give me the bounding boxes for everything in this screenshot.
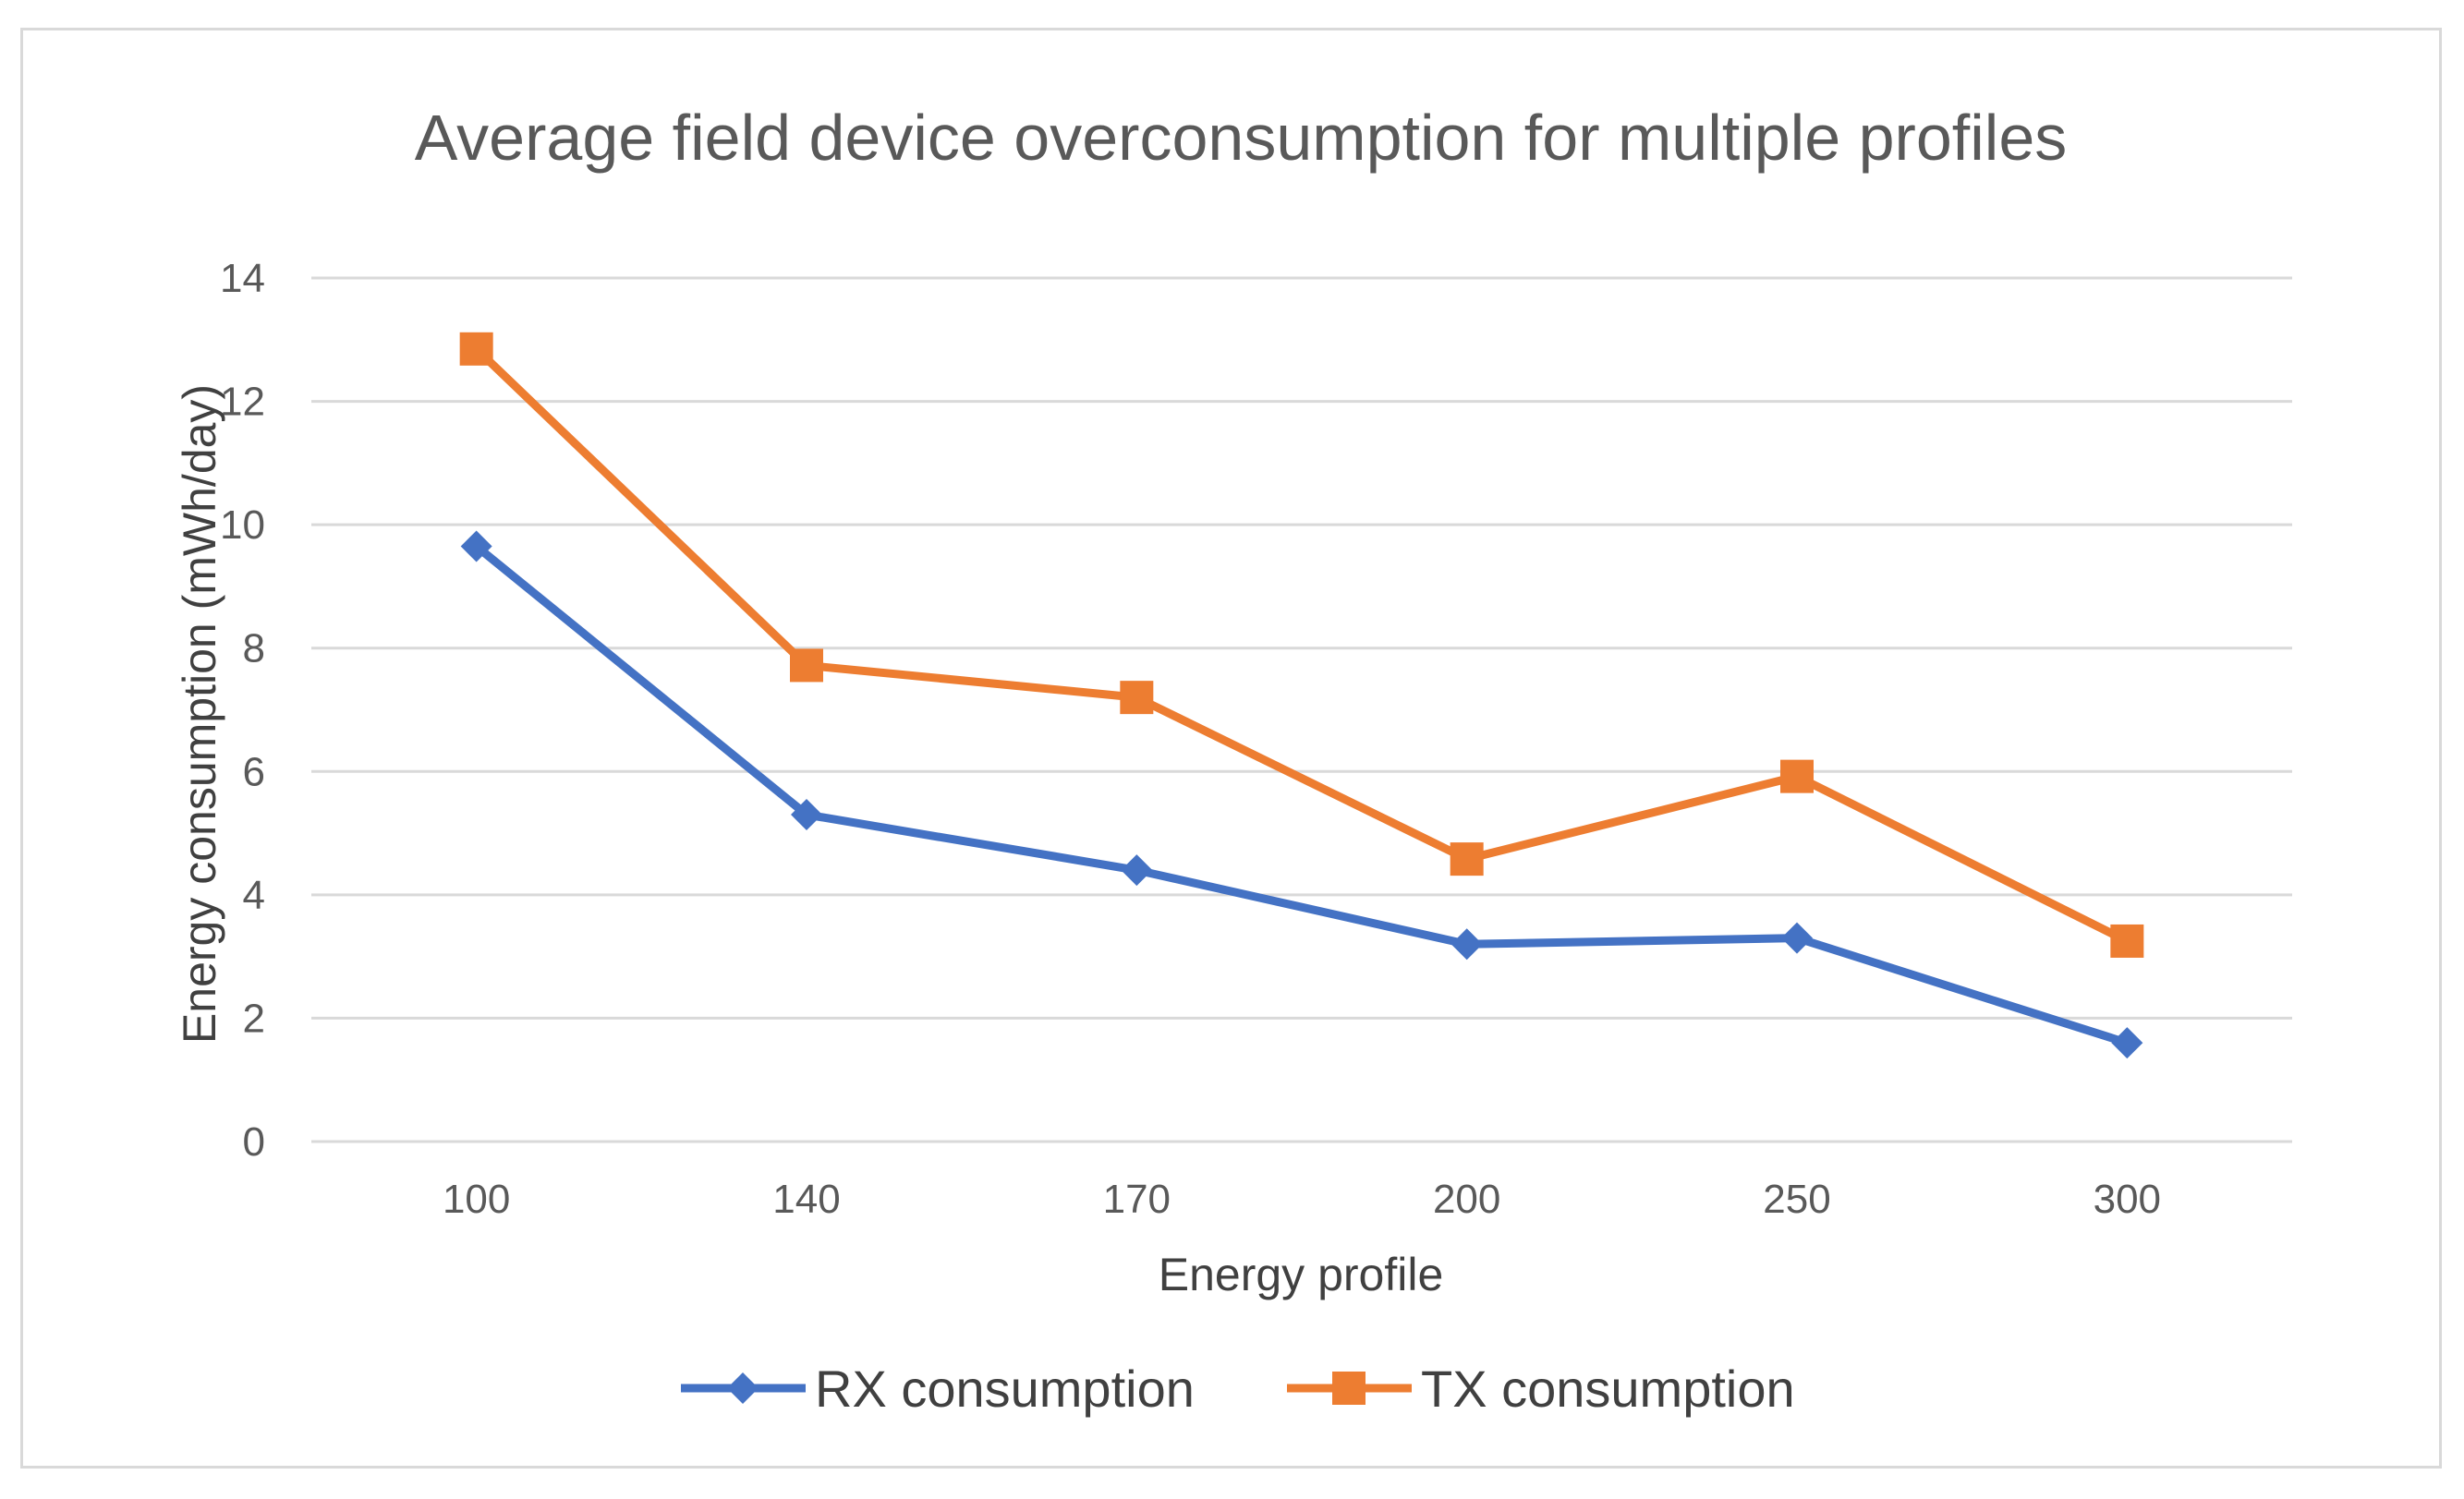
legend-marker	[1332, 1372, 1366, 1405]
data-point	[2111, 1027, 2143, 1059]
series-diamond	[460, 530, 2143, 1059]
y-tick-label: 0	[243, 1119, 265, 1165]
data-point	[1450, 842, 1484, 876]
data-point	[1120, 681, 1154, 715]
legend-label: RX consumption	[815, 1360, 1195, 1418]
x-tick-label: 170	[1103, 1177, 1171, 1222]
chart-frame: Average field device overconsumption for…	[20, 28, 2442, 1469]
series-line	[472, 345, 2131, 946]
x-axis-title: Energy profile	[1159, 1249, 1444, 1300]
y-tick-label: 6	[243, 749, 265, 794]
y-tick-label: 8	[243, 626, 265, 671]
x-tick-label: 200	[1433, 1177, 1500, 1222]
data-point	[460, 530, 492, 562]
data-point	[1121, 854, 1153, 887]
line-chart: Average field device overconsumption for…	[174, 102, 2292, 1418]
y-axis-ticks: 0 2 4 6 8 10 12 14	[220, 256, 265, 1165]
legend-marker	[727, 1372, 759, 1404]
x-tick-label: 250	[1763, 1177, 1830, 1222]
chart-title: Average field device overconsumption for…	[415, 102, 2068, 174]
data-point	[1781, 922, 1813, 954]
data-point	[1450, 928, 1483, 961]
legend-entry: TX consumption	[1287, 1360, 1795, 1418]
x-axis-ticks: 100 140 170 200 250 300	[443, 1177, 2161, 1222]
y-tick-label: 14	[220, 256, 265, 301]
data-point	[790, 648, 823, 683]
x-tick-label: 100	[443, 1177, 510, 1222]
y-tick-label: 12	[220, 380, 265, 425]
legend-entry: RX consumption	[681, 1360, 1195, 1418]
y-tick-label: 2	[243, 996, 265, 1041]
series-line	[472, 542, 2131, 1047]
x-tick-label: 140	[772, 1177, 840, 1222]
legend: RX consumption TX consumption	[681, 1360, 1795, 1418]
y-tick-label: 4	[243, 873, 265, 918]
data-point	[2110, 924, 2144, 958]
data-point	[791, 799, 822, 831]
series-square	[459, 332, 2144, 958]
gridlines	[311, 276, 2292, 1143]
data-point	[459, 332, 493, 366]
x-tick-label: 300	[2094, 1177, 2161, 1222]
data-point	[1780, 759, 1814, 793]
y-tick-label: 10	[220, 502, 265, 548]
legend-label: TX consumption	[1421, 1360, 1795, 1418]
series-group	[459, 332, 2144, 1059]
y-axis-title: Energy consumption (mWh/day)	[174, 384, 225, 1044]
